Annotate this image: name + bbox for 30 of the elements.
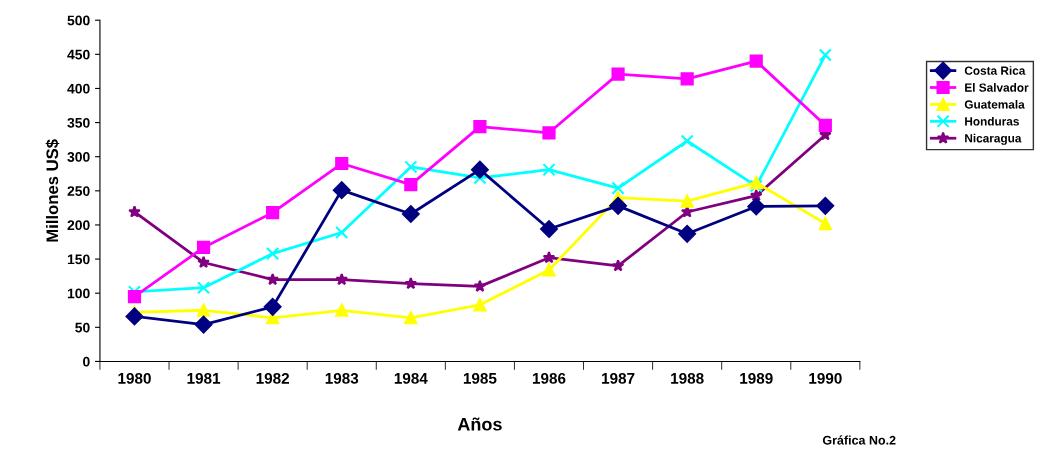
x-tick-label: 1989 <box>740 372 773 384</box>
x-tick-label: 1980 <box>118 372 151 384</box>
y-tick-label: 450 <box>67 49 90 60</box>
y-tick-label: 100 <box>67 288 90 299</box>
y-tick-label: 50 <box>75 322 90 333</box>
y-tick-label: 500 <box>67 15 90 26</box>
y-tick-label: 150 <box>67 254 90 265</box>
text: Gráfica No.2 <box>822 435 896 445</box>
legend-label: El Salvador <box>965 83 1029 92</box>
x-tick-label: 1990 <box>809 372 842 384</box>
y-axis-title: Millones US$ <box>45 139 60 242</box>
y-tick-label: 0 <box>83 356 90 367</box>
legend-label: Costa Rica <box>964 66 1026 75</box>
y-tick-label: 400 <box>67 83 90 94</box>
y-tick-label: 300 <box>67 152 90 162</box>
x-tick-label: 1988 <box>671 372 704 384</box>
x-tick-label: 1984 <box>394 372 428 384</box>
legend-label: Nicaragua <box>965 133 1022 145</box>
x-axis-title: Años <box>457 417 502 431</box>
x-tick-label: 1982 <box>256 372 290 384</box>
x-tick-label: 1987 <box>602 372 635 384</box>
x-tick-label: 1981 <box>187 372 221 384</box>
y-tick-label: 200 <box>67 220 90 231</box>
y-tick-label: 350 <box>67 117 90 128</box>
y-tick-label: 250 <box>67 186 90 196</box>
x-tick-label: 1985 <box>463 372 497 384</box>
legend-label: Honduras <box>965 116 1019 126</box>
x-tick-label: 1983 <box>325 372 359 384</box>
x-tick-label: 1986 <box>532 372 566 384</box>
legend-label: Guatemala <box>964 99 1025 109</box>
